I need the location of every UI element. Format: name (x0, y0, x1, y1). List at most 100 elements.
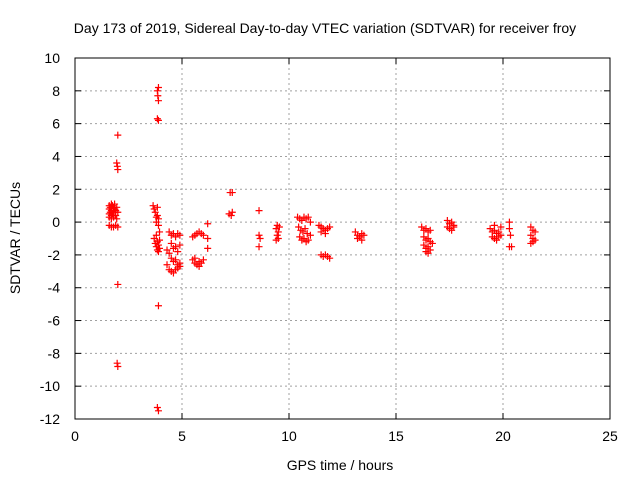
x-tick-label: 15 (388, 428, 404, 444)
data-point (154, 302, 162, 310)
data-point (114, 208, 122, 216)
data-point (426, 226, 434, 234)
data-point (450, 223, 458, 231)
data-point (303, 230, 311, 238)
y-tick-label: -12 (40, 411, 60, 427)
data-point (191, 254, 199, 262)
data-point (529, 238, 537, 246)
data-point (154, 116, 162, 124)
data-point (490, 221, 498, 229)
data-point (273, 221, 281, 229)
data-point (304, 236, 312, 244)
data-point (172, 256, 180, 264)
data-point (326, 254, 334, 262)
data-point (172, 243, 180, 251)
data-point (114, 280, 122, 288)
data-point (113, 359, 121, 367)
data-point (195, 262, 203, 270)
data-point (256, 235, 264, 242)
data-point (304, 213, 312, 221)
data-point (273, 231, 281, 239)
data-point (353, 235, 361, 242)
data-point (174, 248, 182, 256)
data-point (113, 159, 121, 167)
data-point (204, 235, 212, 242)
data-point (531, 228, 539, 236)
data-point (163, 246, 171, 254)
data-point (317, 228, 325, 236)
data-point (154, 92, 162, 100)
y-tick-label: 8 (52, 83, 60, 99)
data-point (506, 231, 514, 239)
data-point (228, 189, 236, 197)
data-point (199, 256, 207, 264)
data-point (114, 166, 122, 174)
y-tick-label: -8 (48, 345, 61, 361)
data-point (152, 231, 160, 239)
y-tick-label: -10 (40, 378, 60, 394)
x-axis-label: GPS time / hours (287, 457, 394, 473)
data-point (424, 249, 432, 257)
data-point (301, 225, 309, 233)
data-point (150, 205, 158, 213)
data-point (176, 241, 184, 249)
data-point (505, 218, 513, 226)
y-tick-label: -6 (48, 313, 61, 329)
data-point (255, 243, 263, 251)
data-point (176, 262, 184, 270)
data-point (156, 228, 164, 236)
data-point (228, 208, 236, 216)
plot-frame (74, 57, 611, 420)
data-point (154, 407, 162, 415)
data-point (113, 215, 121, 223)
chart-title: Day 173 of 2019, Sidereal Day-to-day VTE… (74, 20, 576, 36)
data-point (114, 362, 122, 370)
y-tick-label: 0 (52, 214, 60, 230)
data-point (154, 248, 162, 256)
data-point (255, 207, 263, 215)
data-point (204, 244, 212, 252)
x-tick-label: 25 (602, 428, 618, 444)
x-tick-label: 10 (281, 428, 297, 444)
y-tick-label: 2 (52, 181, 60, 197)
data-point (360, 231, 368, 239)
y-axis-label: SDTVAR / TECUs (7, 182, 23, 294)
data-point (306, 231, 314, 239)
data-point (508, 243, 516, 251)
data-point (154, 215, 162, 223)
data-point (505, 225, 513, 233)
y-tick-labels: -12 -10 -8 -6 -4 -2 0 2 4 6 8 10 (40, 50, 60, 427)
data-point (321, 230, 329, 238)
data-point (108, 210, 116, 218)
data-point (114, 223, 122, 231)
data-point (274, 228, 282, 236)
data-point (227, 212, 235, 220)
data-point (154, 97, 162, 105)
data-point (153, 203, 161, 211)
data-point (167, 239, 175, 247)
data-point (358, 236, 366, 244)
data-point (443, 223, 451, 231)
data-point (153, 404, 161, 412)
data-point (156, 236, 164, 244)
x-tick-label: 5 (178, 428, 186, 444)
data-point (306, 218, 314, 226)
data-point (154, 84, 162, 92)
data-point (154, 241, 162, 249)
data-point (163, 261, 171, 269)
data-point (199, 231, 207, 239)
y-tick-label: 4 (52, 148, 60, 164)
data-point (176, 231, 184, 239)
grid (75, 58, 610, 419)
data-point (156, 244, 164, 252)
y-tick-label: 10 (44, 50, 60, 66)
x-tick-label: 20 (495, 428, 511, 444)
data-points (105, 84, 539, 415)
data-point (153, 115, 161, 123)
y-tick-label: -4 (48, 280, 61, 296)
data-point (149, 202, 157, 210)
data-point (272, 236, 280, 244)
y-tick-label: 6 (52, 116, 60, 132)
data-point (154, 221, 162, 229)
